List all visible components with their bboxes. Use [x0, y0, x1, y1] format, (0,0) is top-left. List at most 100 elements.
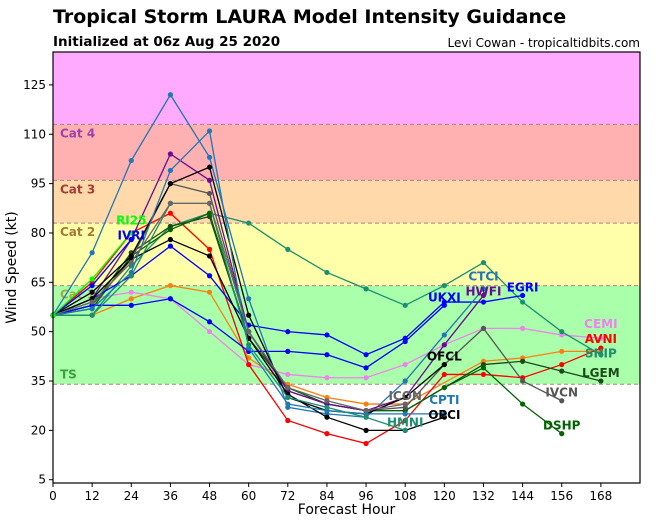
plot-frame	[52, 51, 641, 484]
series-label: EGRI	[507, 280, 539, 294]
data-point	[363, 440, 369, 447]
data-point	[402, 401, 408, 407]
data-point	[167, 243, 173, 249]
data-point	[285, 401, 291, 407]
x-tick-label: 84	[319, 489, 334, 503]
data-point	[285, 417, 291, 424]
series-line-ctci	[52, 93, 484, 418]
data-point	[402, 378, 408, 384]
data-point	[363, 375, 369, 381]
y-axis-label: Wind Speed (kt)	[4, 211, 20, 324]
data-point	[402, 417, 408, 424]
data-point	[441, 384, 447, 391]
data-point	[246, 312, 252, 318]
data-point	[167, 151, 173, 157]
series-label: HMNI	[387, 415, 424, 429]
data-point	[598, 335, 604, 341]
data-point	[324, 332, 330, 338]
data-point	[128, 259, 134, 266]
series-label: ICON	[388, 389, 422, 403]
series-label: AVNI	[585, 332, 617, 346]
data-point	[285, 329, 291, 335]
data-point	[206, 210, 213, 216]
data-point	[128, 273, 134, 279]
data-point	[441, 302, 447, 308]
x-tick-label: 0	[49, 489, 57, 503]
data-point	[480, 371, 487, 378]
x-tick-label: 96	[358, 489, 373, 503]
data-point	[363, 427, 369, 433]
band-label: Cat 3	[60, 182, 95, 196]
data-point	[598, 345, 604, 351]
band-label: Cat 2	[60, 225, 95, 239]
chart-credit: Levi Cowan - tropicaltidbits.com	[447, 36, 640, 50]
data-point	[89, 312, 95, 318]
data-point	[167, 236, 173, 243]
data-point	[128, 289, 134, 295]
band-cat-4	[53, 52, 640, 125]
y-tick-label: 20	[31, 423, 46, 437]
series-label: UKXI	[428, 290, 461, 304]
series-line-hmni	[53, 202, 406, 431]
data-point	[402, 427, 408, 433]
y-tick-label: 80	[31, 226, 46, 240]
data-point	[402, 361, 408, 368]
data-point	[441, 282, 447, 289]
x-tick-label: 132	[472, 489, 495, 503]
data-point	[167, 181, 173, 187]
series-line-hwfi	[52, 153, 484, 412]
y-tick-label: 110	[23, 127, 46, 141]
data-point	[520, 401, 526, 407]
y-tick-label: 35	[31, 374, 46, 388]
series-label: OFCL	[427, 350, 462, 364]
data-point	[206, 154, 213, 160]
y-tick-label: 125	[23, 78, 46, 92]
data-point	[206, 128, 213, 134]
data-point	[89, 289, 95, 295]
x-tick-label: 24	[124, 489, 139, 503]
series-label: RI25	[116, 214, 146, 228]
data-point	[246, 220, 252, 226]
data-point	[128, 296, 134, 302]
x-tick-label: 36	[163, 489, 178, 503]
series-label: IVRI	[118, 229, 145, 243]
chart-title: Tropical Storm LAURA Model Intensity Gui…	[53, 6, 567, 28]
data-point	[206, 200, 213, 206]
series-label: CTCI	[468, 270, 498, 284]
data-point	[206, 273, 213, 279]
data-point	[480, 286, 487, 292]
data-point	[246, 361, 252, 368]
data-point	[285, 371, 291, 378]
data-point	[363, 401, 369, 407]
data-point	[206, 329, 213, 335]
x-tick-label: 60	[241, 489, 256, 503]
band-label: Cat 4	[60, 126, 95, 140]
data-point	[324, 414, 330, 420]
data-point	[167, 210, 173, 216]
data-point	[167, 296, 173, 302]
data-point	[441, 371, 447, 378]
data-point	[480, 259, 487, 266]
data-point	[324, 352, 330, 358]
series-label: LGEM	[582, 366, 620, 380]
y-tick-label: 65	[31, 275, 46, 289]
chart-subtitle: Initialized at 06z Aug 25 2020	[53, 34, 281, 50]
data-point	[324, 269, 330, 276]
data-point	[285, 384, 291, 391]
data-point	[206, 164, 213, 170]
data-point	[441, 361, 447, 368]
data-point	[402, 338, 408, 345]
data-point	[89, 282, 95, 289]
data-point	[441, 342, 447, 348]
data-point	[480, 365, 487, 371]
data-point	[520, 292, 526, 299]
data-point	[167, 200, 173, 206]
data-point	[402, 302, 408, 308]
data-point	[128, 230, 134, 236]
data-point	[520, 358, 526, 364]
data-point	[480, 325, 487, 331]
data-point	[285, 394, 291, 401]
data-point	[128, 302, 134, 308]
data-point	[402, 411, 408, 417]
x-axis-label: Forecast Hour	[298, 502, 396, 518]
